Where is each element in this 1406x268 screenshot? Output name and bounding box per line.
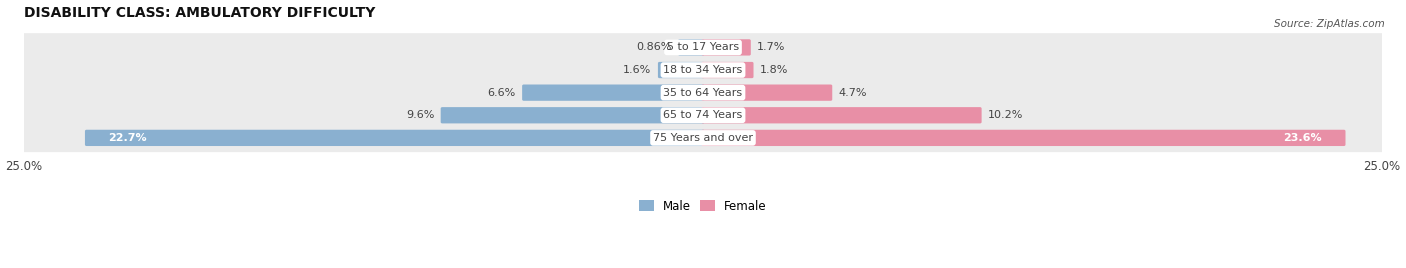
FancyBboxPatch shape [702,84,832,101]
FancyBboxPatch shape [84,130,704,146]
Text: 4.7%: 4.7% [839,88,868,98]
FancyBboxPatch shape [7,56,1399,84]
FancyBboxPatch shape [7,101,1399,129]
Legend: Male, Female: Male, Female [634,195,772,217]
Text: 1.8%: 1.8% [761,65,789,75]
FancyBboxPatch shape [658,62,704,78]
FancyBboxPatch shape [702,130,1346,146]
Text: 5 to 17 Years: 5 to 17 Years [666,42,740,53]
Text: 1.7%: 1.7% [758,42,786,53]
FancyBboxPatch shape [440,107,704,123]
Text: 35 to 64 Years: 35 to 64 Years [664,88,742,98]
Text: DISABILITY CLASS: AMBULATORY DIFFICULTY: DISABILITY CLASS: AMBULATORY DIFFICULTY [24,6,375,20]
FancyBboxPatch shape [702,107,981,123]
Text: 1.6%: 1.6% [623,65,651,75]
Text: 75 Years and over: 75 Years and over [652,133,754,143]
Text: 0.86%: 0.86% [636,42,672,53]
FancyBboxPatch shape [678,39,704,55]
Text: 6.6%: 6.6% [488,88,516,98]
FancyBboxPatch shape [7,79,1399,107]
Text: 18 to 34 Years: 18 to 34 Years [664,65,742,75]
FancyBboxPatch shape [522,84,704,101]
Text: 10.2%: 10.2% [988,110,1024,120]
FancyBboxPatch shape [702,39,751,55]
FancyBboxPatch shape [7,33,1399,62]
Text: 65 to 74 Years: 65 to 74 Years [664,110,742,120]
Text: Source: ZipAtlas.com: Source: ZipAtlas.com [1274,19,1385,29]
FancyBboxPatch shape [702,62,754,78]
Text: 22.7%: 22.7% [108,133,146,143]
FancyBboxPatch shape [7,124,1399,152]
Text: 23.6%: 23.6% [1284,133,1322,143]
Text: 9.6%: 9.6% [406,110,434,120]
